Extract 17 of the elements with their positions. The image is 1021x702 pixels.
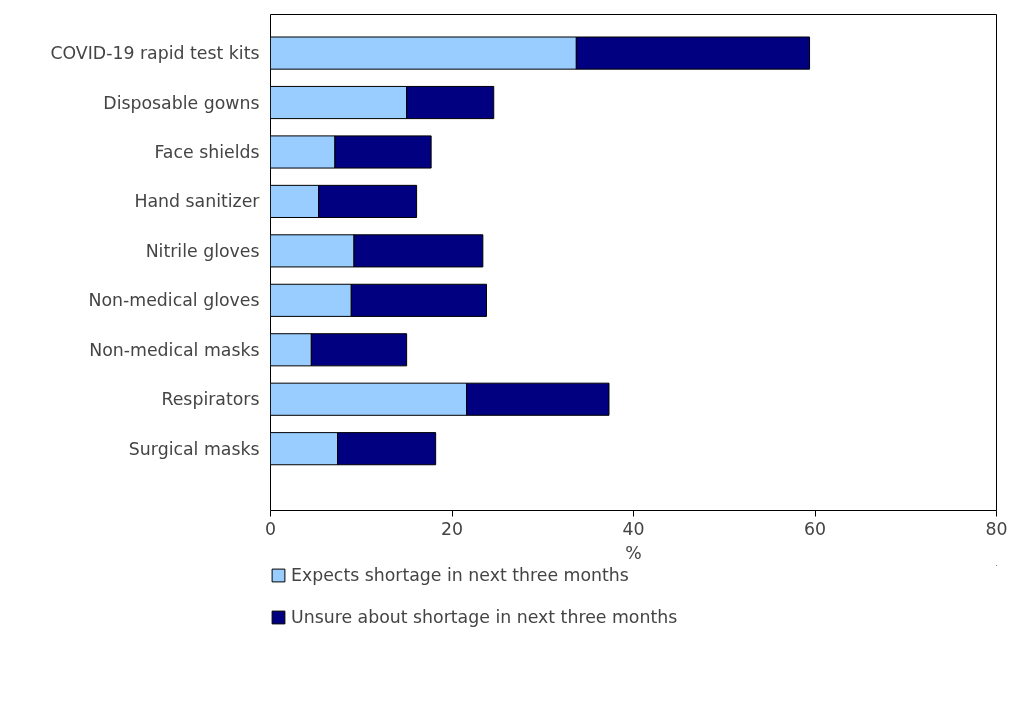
y-tick-label: Nitrile gloves [145,240,260,261]
y-tick-label: COVID-19 rapid test kits [50,43,260,64]
y-tick-label: Disposable gowns [103,92,260,113]
y-tick-label: Hand sanitizer [134,191,261,212]
x-tick-label: 80 [985,518,1008,539]
y-tick-label: Face shields [154,141,260,162]
x-tick-label: 0 [264,518,277,539]
legend-label: Unsure about shortage in next three months [291,607,678,627]
y-tick-label: Surgical masks [128,438,260,459]
y-tick-label: Respirators [161,389,260,410]
legend-label: Expects shortage in next three months [291,565,629,585]
x-tick-label: 60 [803,518,827,539]
y-tick-label: Non-medical masks [89,339,260,360]
x-tick-label: 20 [440,518,464,539]
y-tick-label: Non-medical gloves [88,290,260,311]
x-tick-label: 40 [622,518,645,539]
x-axis-title: % [625,542,642,563]
